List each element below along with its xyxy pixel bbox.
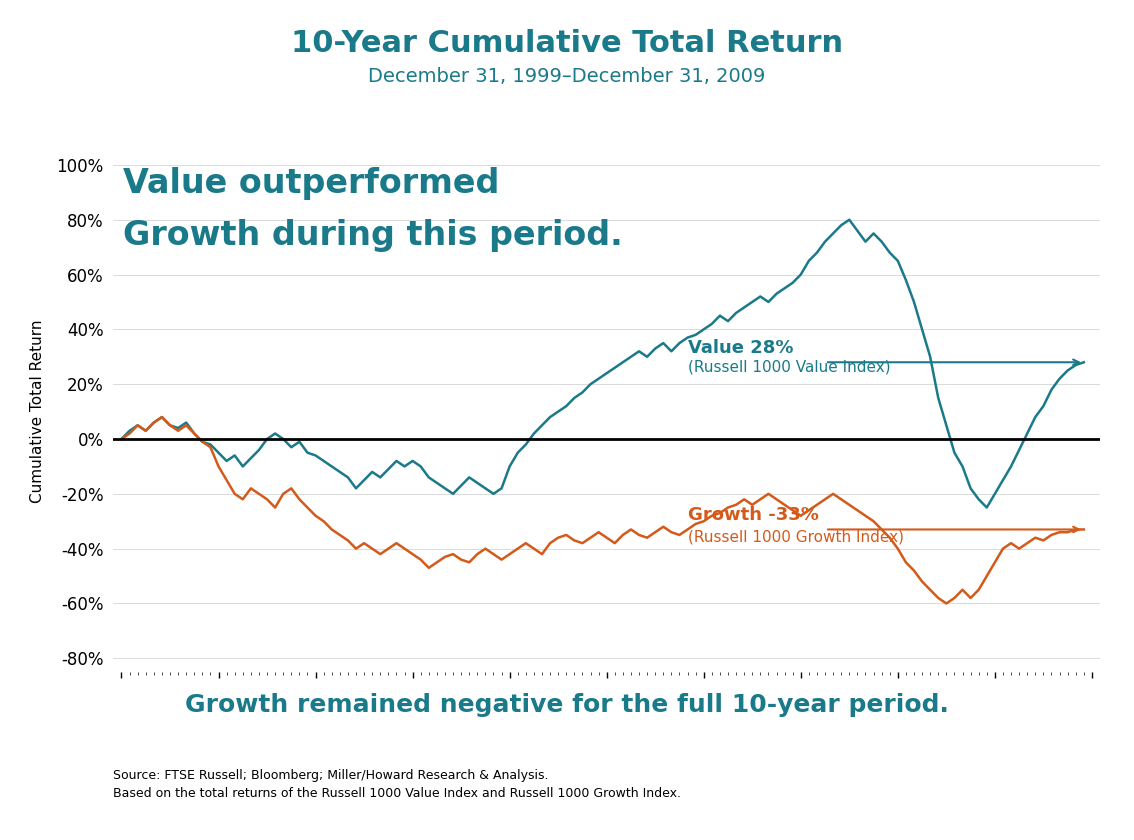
Text: Growth during this period.: Growth during this period. bbox=[124, 219, 623, 252]
Text: Growth -33%: Growth -33% bbox=[687, 506, 819, 524]
Text: Based on the total returns of the Russell 1000 Value Index and Russell 1000 Grow: Based on the total returns of the Russel… bbox=[113, 787, 682, 800]
Text: (Russell 1000 Growth Index): (Russell 1000 Growth Index) bbox=[687, 530, 904, 545]
Text: December 31, 1999–December 31, 2009: December 31, 1999–December 31, 2009 bbox=[369, 67, 765, 87]
Y-axis label: Cumulative Total Return: Cumulative Total Return bbox=[31, 320, 45, 503]
Text: (Russell 1000 Value Index): (Russell 1000 Value Index) bbox=[687, 360, 890, 375]
Text: 10-Year Cumulative Total Return: 10-Year Cumulative Total Return bbox=[291, 29, 843, 59]
Text: Growth remained negative for the full 10-year period.: Growth remained negative for the full 10… bbox=[185, 693, 949, 717]
Text: Source: FTSE Russell; Bloomberg; Miller/Howard Research & Analysis.: Source: FTSE Russell; Bloomberg; Miller/… bbox=[113, 769, 549, 781]
Text: Value 28%: Value 28% bbox=[687, 339, 793, 357]
Text: Value outperformed: Value outperformed bbox=[124, 167, 500, 200]
